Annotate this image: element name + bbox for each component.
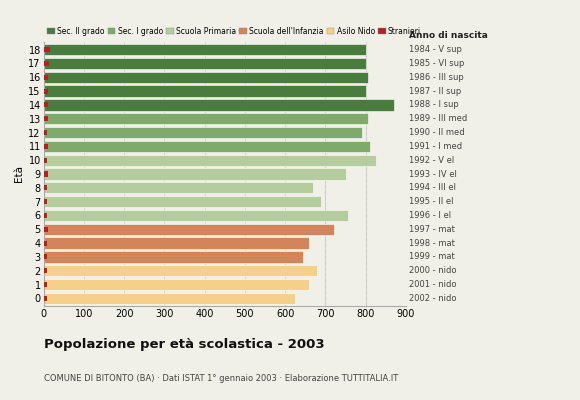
Text: 2001 - nido: 2001 - nido (409, 280, 456, 289)
Text: 2000 - nido: 2000 - nido (409, 266, 456, 275)
Text: 1986 - III sup: 1986 - III sup (409, 73, 463, 82)
Legend: Sec. II grado, Sec. I grado, Scuola Primaria, Scuola dell'Infanzia, Asilo Nido, : Sec. II grado, Sec. I grado, Scuola Prim… (48, 26, 421, 36)
Bar (44, 268, 47, 273)
Bar (44, 141, 370, 152)
Text: 1989 - III med: 1989 - III med (409, 114, 467, 123)
Bar (44, 88, 48, 94)
Bar (44, 172, 48, 176)
Bar (44, 185, 47, 190)
Bar (44, 254, 47, 260)
Text: Popolazione per età scolastica - 2003: Popolazione per età scolastica - 2003 (44, 338, 324, 351)
Bar (44, 127, 362, 138)
Text: 1990 - II med: 1990 - II med (409, 128, 465, 137)
Bar (44, 282, 47, 287)
Bar (44, 224, 333, 235)
Text: 1998 - mat: 1998 - mat (409, 239, 455, 248)
Bar (44, 293, 295, 304)
Bar (44, 72, 368, 83)
Text: 1997 - mat: 1997 - mat (409, 225, 455, 234)
Text: 1991 - I med: 1991 - I med (409, 142, 462, 151)
Bar (44, 144, 48, 149)
Text: 1985 - VI sup: 1985 - VI sup (409, 59, 464, 68)
Bar (44, 99, 394, 110)
Bar (44, 75, 48, 80)
Bar (44, 196, 321, 207)
Bar (44, 213, 47, 218)
Text: 1984 - V sup: 1984 - V sup (409, 45, 462, 54)
Text: 2002 - nido: 2002 - nido (409, 294, 456, 303)
Bar (44, 130, 47, 135)
Bar (44, 44, 366, 55)
Text: Anno di nascita: Anno di nascita (409, 31, 488, 40)
Text: 1994 - III el: 1994 - III el (409, 183, 456, 192)
Bar (44, 265, 317, 276)
Text: 1999 - mat: 1999 - mat (409, 252, 455, 262)
Bar (44, 279, 309, 290)
Text: 1996 - I el: 1996 - I el (409, 211, 451, 220)
Text: 1988 - I sup: 1988 - I sup (409, 100, 459, 109)
Bar (44, 238, 309, 249)
Bar (44, 251, 303, 262)
Bar (44, 168, 346, 180)
Bar (44, 113, 368, 124)
Text: 1987 - II sup: 1987 - II sup (409, 86, 461, 96)
Bar (44, 240, 47, 246)
Bar (44, 47, 49, 52)
Text: COMUNE DI BITONTO (BA) · Dati ISTAT 1° gennaio 2003 · Elaborazione TUTTITALIA.IT: COMUNE DI BITONTO (BA) · Dati ISTAT 1° g… (44, 374, 398, 383)
Bar (44, 199, 47, 204)
Bar (44, 58, 366, 69)
Bar (44, 158, 47, 163)
Bar (44, 154, 376, 166)
Text: 1995 - II el: 1995 - II el (409, 197, 454, 206)
Text: 1993 - IV el: 1993 - IV el (409, 170, 457, 178)
Bar (44, 227, 48, 232)
Bar (44, 210, 347, 221)
Bar (44, 182, 313, 194)
Text: 1992 - V el: 1992 - V el (409, 156, 454, 165)
Bar (44, 116, 48, 121)
Y-axis label: Età: Età (14, 166, 24, 182)
Bar (44, 296, 47, 301)
Bar (44, 102, 48, 108)
Bar (44, 61, 49, 66)
Bar (44, 86, 366, 97)
